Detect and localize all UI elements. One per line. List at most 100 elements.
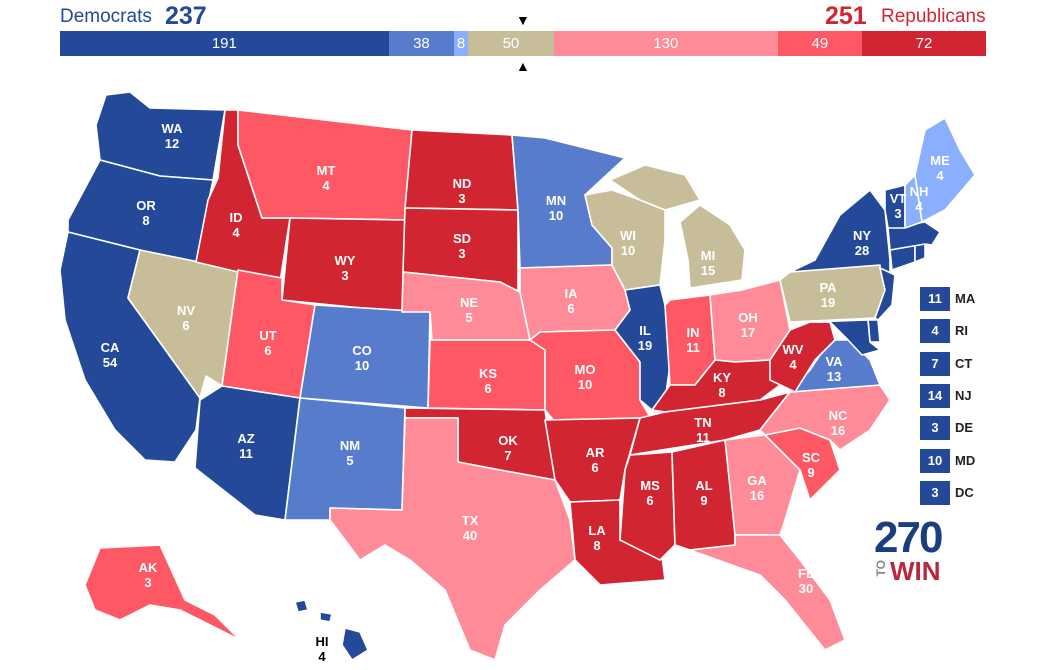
- state-label-vt: VT: [890, 191, 907, 206]
- state-ev-wv: 4: [789, 357, 797, 372]
- state-ev-tn: 11: [696, 430, 710, 445]
- state-md[interactable]: [809, 319, 881, 356]
- small-state-ev-box: 3: [920, 480, 950, 505]
- state-label-mt: MT: [317, 163, 336, 178]
- democrats-total: 237: [165, 2, 207, 30]
- midpoint-marker-bottom: ▲: [516, 58, 530, 74]
- state-ev-ia: 6: [567, 301, 574, 316]
- state-ev-ne: 5: [465, 310, 472, 325]
- state-label-mn: MN: [546, 193, 566, 208]
- small-state-ev-box: 4: [920, 319, 950, 344]
- state-label-fl: FL: [798, 566, 814, 581]
- small-state-abbr: NJ: [955, 387, 972, 403]
- state-ev-al: 9: [700, 493, 707, 508]
- state-ev-pa: 19: [821, 295, 835, 310]
- state-label-tx: TX: [462, 513, 479, 528]
- state-ma[interactable]: [887, 221, 941, 251]
- state-ev-ny: 28: [855, 243, 869, 258]
- small-state-ma[interactable]: 11 MA: [920, 287, 990, 311]
- bar-segment-lean-dem: 8: [454, 31, 468, 56]
- small-state-de[interactable]: 3 DE: [920, 416, 990, 441]
- state-label-wv: WV: [783, 342, 804, 357]
- state-label-nh: NH: [910, 184, 929, 199]
- state-me[interactable]: [914, 117, 976, 223]
- bar-segment-safe-dem: 191: [60, 31, 389, 56]
- state-tx[interactable]: [329, 417, 576, 661]
- midpoint-marker-top: ▼: [516, 12, 530, 28]
- small-state-ct[interactable]: 7 CT: [920, 351, 990, 376]
- 270towin-logo[interactable]: 270 TO WIN: [874, 513, 943, 586]
- state-label-sd: SD: [453, 231, 471, 246]
- state-fl[interactable]: [689, 534, 846, 651]
- state-mi[interactable]: [609, 164, 746, 289]
- state-ev-mn: 10: [549, 208, 563, 223]
- state-label-il: IL: [639, 323, 651, 338]
- state-ev-az: 11: [239, 446, 253, 461]
- state-ev-oh: 17: [741, 325, 755, 340]
- small-state-abbr: MA: [955, 291, 976, 306]
- state-label-al: AL: [695, 478, 712, 493]
- state-wv[interactable]: [769, 321, 836, 393]
- state-label-ne: NE: [460, 295, 478, 310]
- state-label-nm: NM: [340, 438, 360, 453]
- small-state-nj[interactable]: 14 NJ: [920, 383, 990, 408]
- republicans-label: Republicans: [881, 6, 986, 27]
- state-la[interactable]: [569, 499, 666, 586]
- state-ny[interactable]: [789, 189, 891, 276]
- state-label-wa: WA: [162, 121, 184, 136]
- small-state-ri[interactable]: 4 RI: [920, 319, 990, 344]
- state-label-oh: OH: [738, 310, 758, 325]
- state-vt[interactable]: [884, 184, 906, 229]
- state-label-nd: ND: [453, 176, 472, 191]
- state-label-ok: OK: [498, 433, 518, 448]
- small-state-abbr: CT: [955, 355, 973, 371]
- state-ev-co: 10: [355, 358, 369, 373]
- state-ri[interactable]: [914, 243, 926, 263]
- bar-segment-safe-rep: 72: [862, 31, 986, 56]
- state-label-ms: MS: [640, 478, 660, 493]
- state-label-ga: GA: [747, 473, 767, 488]
- state-ev-mt: 4: [322, 178, 330, 193]
- state-label-sc: SC: [802, 450, 821, 465]
- state-ev-me: 4: [936, 168, 944, 183]
- bar-segment-likely-dem: 38: [388, 31, 455, 56]
- state-label-wi: WI: [620, 228, 636, 243]
- state-label-ut: UT: [259, 328, 276, 343]
- state-hi[interactable]: [294, 599, 369, 661]
- state-ev-il: 19: [638, 338, 652, 353]
- small-state-dc[interactable]: 3 DC: [920, 480, 990, 505]
- state-nm[interactable]: [284, 397, 406, 521]
- state-ia[interactable]: [519, 264, 631, 341]
- state-label-ar: AR: [586, 445, 605, 460]
- state-label-in: IN: [687, 325, 700, 340]
- state-label-ny: NY: [853, 228, 871, 243]
- state-ev-va: 13: [827, 369, 841, 384]
- state-ev-ky: 8: [718, 385, 725, 400]
- state-mo[interactable]: [529, 329, 653, 423]
- state-label-ia: IA: [565, 286, 579, 301]
- state-ev-nc: 16: [831, 423, 845, 438]
- state-ev-ga: 16: [750, 488, 764, 503]
- state-ev-sd: 3: [458, 246, 465, 261]
- state-label-ca: CA: [101, 340, 120, 355]
- state-ev-la: 8: [593, 538, 600, 553]
- small-state-md[interactable]: 10 MD: [920, 448, 990, 473]
- state-ev-sc: 9: [807, 465, 814, 480]
- small-state-ev-box: 3: [920, 416, 950, 441]
- state-ak[interactable]: [84, 544, 241, 641]
- state-ev-ms: 6: [646, 493, 653, 508]
- state-label-la: LA: [588, 523, 606, 538]
- small-state-abbr: MD: [955, 452, 976, 468]
- small-state-abbr: DE: [955, 420, 974, 436]
- state-ev-ak: 3: [144, 575, 151, 590]
- state-label-ak: AK: [139, 560, 158, 575]
- state-label-mi: MI: [701, 248, 715, 263]
- state-label-pa: PA: [819, 280, 837, 295]
- state-ev-wy: 3: [341, 268, 348, 283]
- state-label-co: CO: [352, 343, 372, 358]
- state-ev-vt: 3: [894, 206, 901, 221]
- state-ev-wi: 10: [621, 243, 635, 258]
- state-ev-or: 8: [142, 213, 149, 228]
- republicans-total: 251: [825, 2, 867, 30]
- state-ev-fl: 30: [799, 581, 813, 596]
